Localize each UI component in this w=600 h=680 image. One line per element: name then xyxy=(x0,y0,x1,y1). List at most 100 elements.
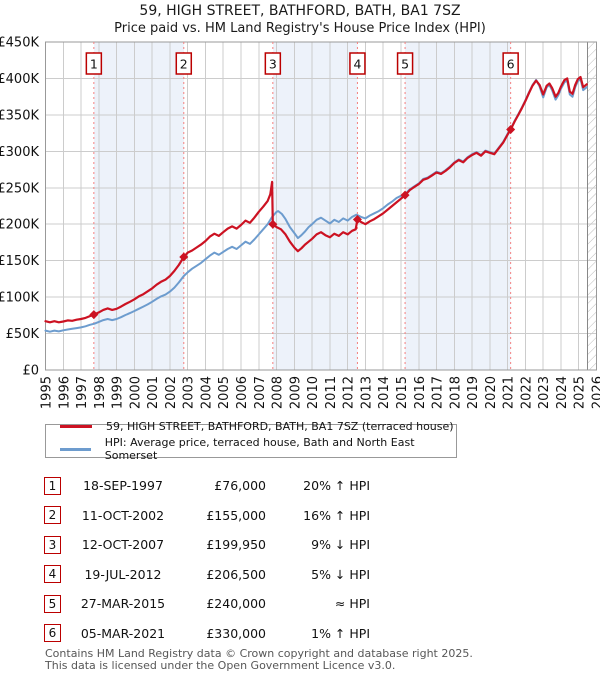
sale-price: £240,000 xyxy=(206,596,266,612)
x-tick-label: 1999 xyxy=(111,376,126,409)
x-tick-label: 1995 xyxy=(40,376,55,409)
chart-marker-box-1 xyxy=(85,52,103,75)
sale-hpi-delta: 9% ↓ HPI xyxy=(311,537,370,553)
chart-marker-box-2 xyxy=(175,52,193,75)
y-tick-label: £150K xyxy=(0,254,39,269)
chart-marker-label-3: 3 xyxy=(269,57,277,72)
x-tick-label: 2026 xyxy=(591,376,600,409)
sale-point-2 xyxy=(179,252,189,262)
x-tick-label: 2018 xyxy=(448,376,463,409)
chart-marker-label-1: 1 xyxy=(90,57,98,72)
future-hatch-band xyxy=(587,42,597,370)
x-tick-label: 2006 xyxy=(235,376,250,409)
sale-date: 18-SEP-1997 xyxy=(83,478,163,494)
x-tick-label: 2008 xyxy=(271,376,286,409)
row-number-badge: 1 xyxy=(44,476,61,495)
sale-hpi-delta: 1% ↑ HPI xyxy=(311,625,370,641)
y-tick-label: £50K xyxy=(6,327,40,342)
x-tick-label: 2011 xyxy=(324,376,339,409)
y-tick-label: £350K xyxy=(0,108,39,123)
sale-hpi-delta: ≈ HPI xyxy=(334,596,370,612)
y-tick-label: £0 xyxy=(22,364,39,379)
x-tick-label: 2025 xyxy=(573,376,588,409)
chart-marker-label-5: 5 xyxy=(401,57,409,72)
sale-price: £330,000 xyxy=(206,625,266,641)
row-number-badge: 5 xyxy=(44,594,61,613)
x-tick-label: 2005 xyxy=(217,376,232,409)
sales-table: 1 18-SEP-1997 £76,000 20% ↑ HPI 2 11-OCT… xyxy=(44,471,370,648)
row-number-badge: 6 xyxy=(44,624,61,643)
x-tick-label: 2017 xyxy=(431,376,446,409)
x-tick-label: 2023 xyxy=(537,376,552,409)
ownership-band xyxy=(93,42,184,370)
sale-point-4 xyxy=(352,214,362,224)
legend-property-label: 59, HIGH STREET, BATHFORD, BATH, BA1 7SZ… xyxy=(106,420,454,433)
x-tick-label: 2022 xyxy=(519,376,534,409)
x-tick-label: 2003 xyxy=(182,376,197,409)
x-tick-label: 2010 xyxy=(306,376,321,409)
sale-point-6 xyxy=(506,124,516,134)
x-tick-label: 2021 xyxy=(502,376,517,409)
chart-marker-box-3 xyxy=(264,52,282,75)
y-tick-label: £450K xyxy=(0,36,39,51)
legend-row-property: 59, HIGH STREET, BATHFORD, BATH, BA1 7SZ… xyxy=(60,420,456,433)
sale-price: £76,000 xyxy=(214,478,266,494)
price-chart: 1 2 3 4 5 6 £0 £50K £100K £150K £200K £250K £300K £35… xyxy=(0,36,600,410)
x-tick-label: 2002 xyxy=(164,376,179,409)
chart-marker-box-5 xyxy=(396,52,414,75)
table-row: 5 27-MAR-2015 £240,000 ≈ HPI xyxy=(44,589,370,619)
x-tick-label: 2016 xyxy=(413,376,428,409)
sale-date: 11-OCT-2002 xyxy=(81,507,165,523)
property-line-swatch xyxy=(60,425,92,428)
chart-marker-label-4: 4 xyxy=(353,57,361,72)
price-chart-svg: 1 2 3 4 5 6 £0 £50K £100K £150K £200K £250K £300K £35… xyxy=(0,36,600,410)
sale-hpi-delta: 5% ↓ HPI xyxy=(311,566,370,582)
ownership-band xyxy=(405,42,511,370)
sale-point-3 xyxy=(268,219,278,229)
chart-marker-box-4 xyxy=(349,52,366,75)
hpi-line-swatch xyxy=(60,447,91,451)
row-number-badge: 3 xyxy=(44,535,61,554)
legend-row-hpi: HPI: Average price, terraced house, Bath… xyxy=(60,436,456,462)
x-tick-label: 2009 xyxy=(288,376,303,409)
sale-point-5 xyxy=(400,190,410,200)
table-row: 2 11-OCT-2002 £155,000 16% ↑ HPI xyxy=(44,501,370,531)
x-tick-label: 2000 xyxy=(128,376,143,409)
page-subtitle: Price paid vs. HM Land Registry's House … xyxy=(114,21,486,36)
table-row: 3 12-OCT-2007 £199,950 9% ↓ HPI xyxy=(44,530,370,560)
chart-marker-label-6: 6 xyxy=(507,57,515,72)
sale-price: £155,000 xyxy=(206,507,266,523)
sale-hpi-delta: 16% ↑ HPI xyxy=(303,507,370,523)
row-number-badge: 4 xyxy=(44,565,61,584)
license-footer: Contains HM Land Registry data © Crown c… xyxy=(45,648,473,672)
chart-marker-box-6 xyxy=(502,52,519,75)
legend-hpi-label: HPI: Average price, terraced house, Bath… xyxy=(104,436,415,462)
x-tick-label: 2020 xyxy=(484,376,499,409)
sale-price: £206,500 xyxy=(206,566,266,582)
x-tick-label: 2001 xyxy=(146,376,161,409)
x-tick-label: 2019 xyxy=(466,376,481,409)
table-row: 1 18-SEP-1997 £76,000 20% ↑ HPI xyxy=(44,471,370,501)
sale-hpi-delta: 20% ↑ HPI xyxy=(303,478,370,494)
y-tick-label: £100K xyxy=(0,291,39,306)
y-tick-label: £200K xyxy=(0,218,39,233)
x-tick-label: 2012 xyxy=(342,376,357,409)
footer-line-2: This data is licensed under the Open Gov… xyxy=(45,659,396,672)
y-tick-label: £300K xyxy=(0,145,39,160)
ownership-band xyxy=(272,42,358,370)
y-tick-label: £400K xyxy=(0,72,39,87)
sale-date: 27-MAR-2015 xyxy=(80,596,166,612)
sale-price: £199,950 xyxy=(206,537,266,553)
footer-line-1: Contains HM Land Registry data © Crown c… xyxy=(45,647,473,660)
chart-legend: 59, HIGH STREET, BATHFORD, BATH, BA1 7SZ… xyxy=(45,420,457,462)
sale-date: 19-JUL-2012 xyxy=(84,566,162,582)
x-tick-label: 2024 xyxy=(555,376,570,409)
table-row: 6 05-MAR-2021 £330,000 1% ↑ HPI xyxy=(44,619,370,649)
x-tick-label: 2014 xyxy=(377,376,392,409)
x-tick-label: 2015 xyxy=(395,376,410,409)
sale-date: 05-MAR-2021 xyxy=(80,625,166,641)
x-tick-label: 2007 xyxy=(253,376,268,409)
x-tick-label: 1996 xyxy=(57,376,72,409)
x-tick-label: 2013 xyxy=(359,376,374,409)
